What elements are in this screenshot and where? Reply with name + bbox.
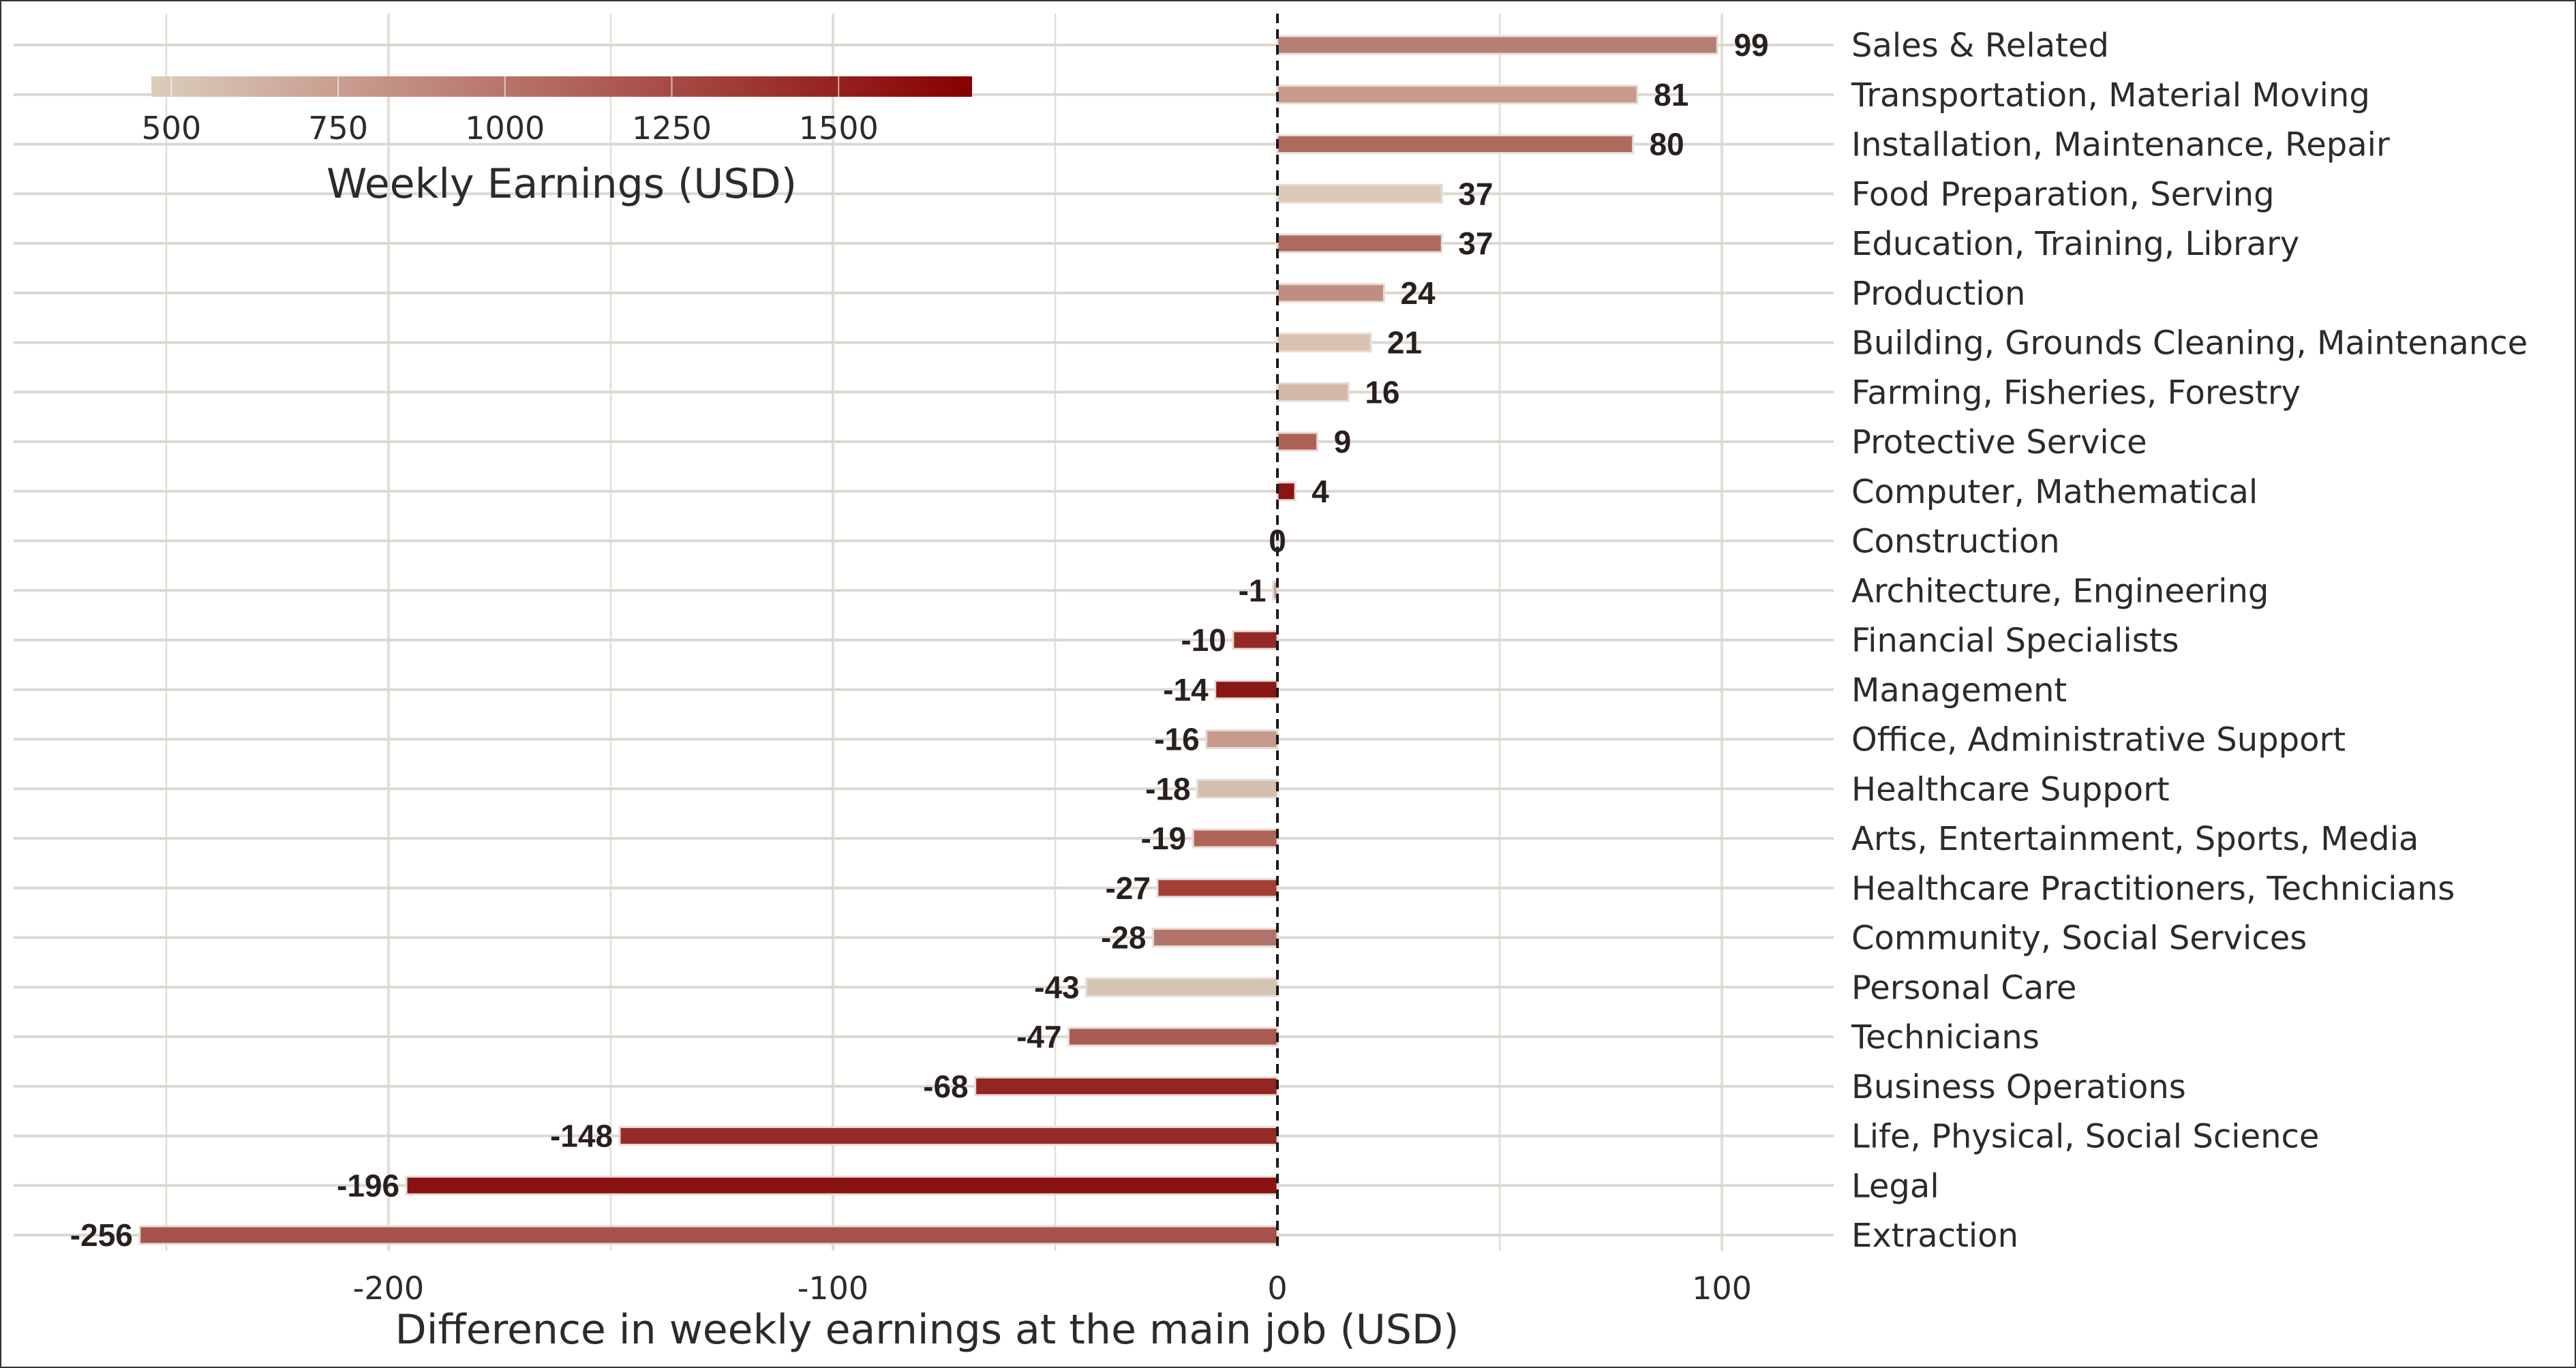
bar [1214,680,1279,700]
x-axis-title: Difference in weekly earnings at the mai… [395,1306,1459,1354]
bar [1232,630,1279,650]
colorbar-tick-label: 500 [141,110,201,147]
bar-value-label: 24 [1400,275,1436,311]
bar [618,1126,1279,1146]
bar-value-label: 37 [1458,226,1493,261]
x-tick-label: 100 [1692,1270,1752,1307]
bar [1276,35,1718,55]
category-label: Food Preparation, Serving [1851,175,2275,213]
bar [1196,778,1279,799]
colorbar-tick-label: 750 [308,110,368,147]
bar [974,1076,1279,1097]
colorbar [151,76,972,97]
category-label: Financial Specialists [1851,622,2179,660]
legend-title: Weekly Earnings (USD) [327,160,797,208]
bar-value-label: -18 [1145,771,1190,806]
colorbar-tick-label: 1500 [799,110,879,147]
bar-layer [138,35,1718,1245]
category-label: Business Operations [1851,1068,2186,1106]
category-label: Office, Administrative Support [1851,721,2346,759]
label-layer: 99 Sales & Related 81 Transportation, Mater… [70,27,2528,1255]
category-label: Sales & Related [1851,27,2109,65]
category-label: Farming, Fisheries, Forestry [1851,374,2301,412]
bar [138,1225,1279,1245]
bar-value-label: 99 [1733,27,1768,63]
bar-value-label: -256 [70,1217,133,1253]
bar [1276,85,1639,105]
category-label: Installation, Maintenance, Repair [1851,126,2390,164]
bar [1276,333,1372,352]
bar [1156,878,1279,898]
bar-value-label: -14 [1163,672,1209,708]
bar-value-label: -148 [550,1119,613,1154]
bar-value-label: 9 [1334,424,1352,459]
bar [405,1175,1279,1196]
category-label: Computer, Mathematical [1851,473,2258,511]
bar-value-label: 0 [1269,523,1286,559]
category-label: Legal [1851,1167,1939,1205]
bar [1276,431,1319,452]
category-label: Education, Training, Library [1851,225,2299,263]
category-label: Personal Care [1851,969,2076,1007]
category-label: Healthcare Support [1851,770,2170,808]
bar-value-label: -19 [1141,821,1186,856]
bar [1276,134,1635,154]
category-label: Production [1851,275,2025,313]
bar [1276,283,1385,303]
category-label: Transportation, Material Moving [1851,76,2370,115]
bar-value-label: 37 [1458,176,1493,211]
category-label: Life, Physical, Social Science [1851,1118,2319,1156]
category-label: Extraction [1851,1217,2018,1255]
bar-value-label: -43 [1034,969,1079,1005]
bar [1276,183,1443,204]
axis-layer: -200 -100 0 100 [353,1270,1752,1307]
bar-value-label: -28 [1101,920,1146,956]
x-tick-label: -100 [798,1270,868,1307]
bar-value-label: 81 [1654,77,1688,112]
bar [1276,481,1297,502]
bar-value-label: 4 [1312,474,1329,509]
colorbar-tick-label: 1250 [632,110,712,147]
category-label: Building, Grounds Cleaning, Maintenance [1851,324,2528,363]
bar-value-label: -68 [923,1069,968,1104]
bar [1151,928,1279,947]
category-label: Protective Service [1851,423,2147,461]
bar-value-label: 21 [1387,325,1422,361]
bar [1276,382,1350,402]
bar-value-label: -27 [1105,870,1150,906]
category-label: Architecture, Engineering [1851,572,2269,610]
x-tick-label: -200 [353,1270,424,1307]
bar-value-label: -16 [1154,722,1199,757]
bar-value-label: -196 [337,1168,399,1203]
bar [1085,977,1279,997]
colorbar-legend: 500 750 1000 1250 1500 Weekly Earnings (USD) [141,76,972,208]
category-label: Technicians [1851,1018,2040,1057]
colorbar-tick-label: 1000 [465,110,545,147]
category-label: Community, Social Services [1851,919,2307,958]
bar [1276,233,1443,254]
category-label: Healthcare Practitioners, Technicians [1851,870,2455,908]
category-label: Management [1851,671,2067,710]
bar-value-label: 16 [1365,374,1399,410]
bar-value-label: 80 [1650,127,1684,162]
category-label: Construction [1851,523,2060,561]
category-label: Arts, Entertainment, Sports, Media [1851,820,2419,858]
bar [1205,729,1279,749]
bar-value-label: -10 [1181,622,1226,658]
bar [1192,828,1279,849]
bar-value-label: -47 [1016,1019,1061,1054]
x-tick-label: 0 [1267,1270,1287,1307]
bar [1271,580,1279,601]
bar [1067,1027,1279,1047]
bar-value-label: -1 [1239,573,1267,608]
